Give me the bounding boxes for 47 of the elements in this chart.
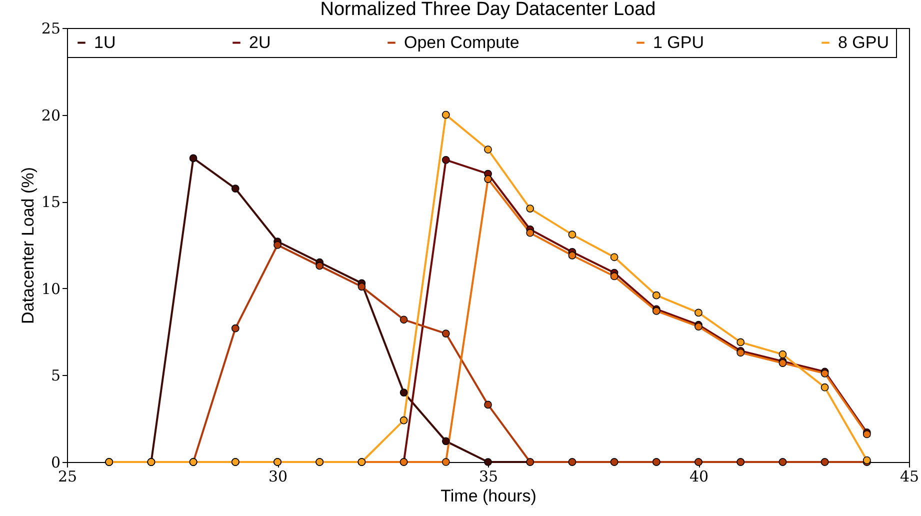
point [231, 184, 240, 193]
point [400, 316, 408, 324]
legend-label: 8 GPU [838, 32, 890, 52]
point [778, 350, 787, 358]
legend-label: 1 GPU [653, 32, 704, 52]
point [484, 175, 492, 183]
point [316, 262, 324, 270]
y-tick-label: 20 [41, 106, 60, 124]
point [694, 308, 702, 317]
chart-title: Normalized Three Day Datacenter Load [320, 0, 656, 20]
point [400, 416, 408, 424]
point [736, 338, 745, 346]
point [442, 156, 450, 164]
point [442, 330, 450, 338]
legend-label: 1U [94, 32, 116, 52]
y-tick-label: 5 [50, 366, 60, 385]
point [442, 110, 450, 119]
point [526, 228, 534, 237]
x-tick-label: 35 [478, 468, 498, 486]
point [820, 383, 829, 392]
y-tick-label: 15 [41, 193, 60, 212]
y-tick-label: 10 [41, 280, 60, 298]
x-tick-label: 45 [900, 468, 920, 486]
point [484, 400, 492, 409]
point [568, 251, 576, 260]
y-axis-title: Datacenter Load (%) [18, 167, 38, 324]
point [442, 458, 450, 466]
x-tick-label: 30 [268, 468, 288, 486]
point [400, 388, 408, 396]
x-axis-title: Time (hours) [440, 486, 536, 506]
point [652, 291, 660, 300]
point [442, 437, 450, 446]
point [274, 241, 282, 249]
point [610, 272, 618, 280]
point [484, 146, 492, 154]
legend-label: 2U [249, 32, 271, 52]
y-tick-label: 25 [41, 20, 60, 38]
x-tick-label: 40 [689, 468, 709, 486]
point [568, 230, 576, 239]
point [231, 324, 240, 332]
point [358, 282, 366, 291]
point [189, 154, 198, 162]
point [610, 253, 618, 262]
point [526, 204, 534, 212]
y-tick-label: 0 [50, 454, 60, 472]
point [484, 458, 492, 466]
legend-label: Open Compute [404, 32, 520, 52]
